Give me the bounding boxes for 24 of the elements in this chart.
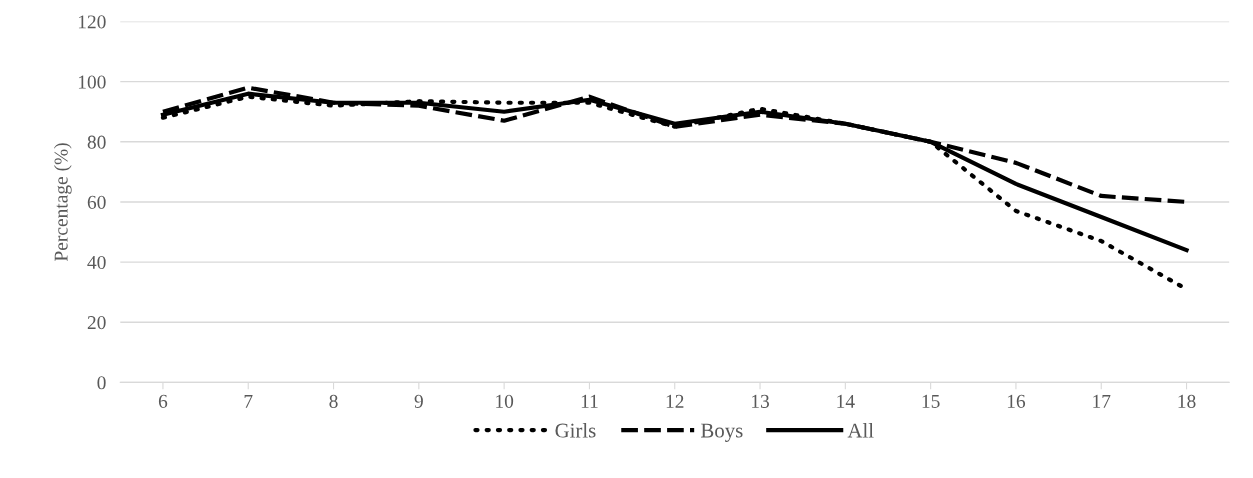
y-tick-label: 0 [97,376,106,390]
x-tick-label: 18 [1178,394,1196,408]
y-tick-label: 40 [87,255,106,270]
x-tick-label: 10 [496,394,514,408]
x-tick-label: 7 [244,394,253,408]
x-tick-label: 12 [666,394,684,408]
x-tick-label: 16 [1007,394,1026,408]
y-tick-label: 120 [78,15,106,29]
legend-label: Girls [555,422,596,438]
x-tick-label: 11 [581,394,598,408]
y-tick-label: 100 [78,75,106,89]
legend-label: Boys [701,423,743,442]
x-tick-label: 13 [752,394,769,408]
x-tick-label: 6 [158,394,168,408]
y-tick-label: 20 [87,316,106,330]
x-tick-label: 9 [414,394,423,408]
x-tick-label: 17 [1093,394,1111,408]
x-tick-label: 8 [329,394,338,408]
y-axis-title: Percentage (%) [53,143,72,262]
legend-label: All [847,422,874,438]
y-tick-label: 80 [87,135,106,149]
x-tick-label: 15 [922,394,940,408]
y-tick-label: 60 [87,195,106,209]
x-tick-label: 14 [837,394,855,408]
